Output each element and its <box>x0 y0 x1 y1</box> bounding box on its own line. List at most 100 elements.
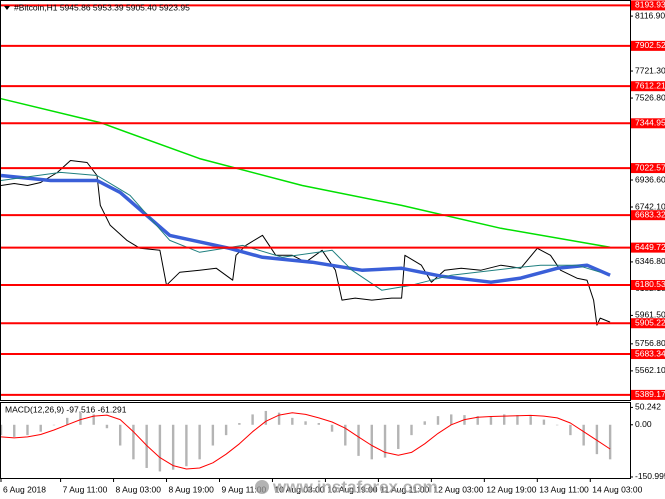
macd-bar <box>317 423 321 425</box>
level-label: 5683.34 <box>635 348 665 358</box>
level-label-box <box>631 210 665 221</box>
x-tick-label: 7 Aug 11:00 <box>63 484 108 494</box>
y-tick-label: 5756.80 <box>635 338 665 348</box>
macd-bar <box>582 424 585 446</box>
macd-bar <box>92 414 95 425</box>
x-tick-label: 10 Aug 03:00 <box>274 484 324 494</box>
macd-bar <box>516 415 519 425</box>
y-tick-label: 8116.90 <box>635 10 665 20</box>
macd-bar <box>383 424 387 458</box>
x-tick-label: 12 Aug 19:00 <box>486 484 536 494</box>
macd-bar <box>158 424 162 472</box>
macd-bar <box>542 419 546 425</box>
watermark-icon <box>255 480 269 494</box>
macd-bar <box>211 424 215 446</box>
level-label-box <box>631 318 665 329</box>
level-label-box <box>631 242 665 253</box>
macd-bar <box>52 424 56 426</box>
level-label-box <box>631 389 665 400</box>
price-frame <box>0 0 631 401</box>
macd-bar <box>330 424 334 432</box>
macd-bar <box>450 414 453 425</box>
y-tick-label: 6936.60 <box>635 174 665 184</box>
level-label-box <box>631 349 665 360</box>
macd-bar <box>436 416 440 425</box>
macd-bar <box>344 424 347 446</box>
macd-bar <box>569 424 572 436</box>
macd-bar <box>489 416 493 425</box>
macd-bar <box>608 424 612 460</box>
y-tick-label: 50.242 <box>635 402 661 412</box>
macd-bar <box>26 424 29 436</box>
macd-bar <box>185 424 188 467</box>
y-tick-label: 5961.50 <box>635 310 665 320</box>
y-tick-label: 6742.10 <box>635 201 665 211</box>
y-tick-label: 6346.80 <box>635 256 665 266</box>
chart-title: #Bitcoin,H1 5945.86 5953.39 5905.40 5923… <box>14 2 190 12</box>
watermark: www.instaforex.com <box>272 477 438 496</box>
macd-bar <box>357 424 360 456</box>
macd-bar <box>595 424 599 455</box>
macd-frame <box>0 402 631 479</box>
level-label-box <box>631 40 665 51</box>
macd-bar <box>0 424 3 436</box>
menu-arrow <box>4 6 10 10</box>
level-label: 6683.32 <box>635 209 665 219</box>
macd-bar <box>66 417 69 425</box>
macd-bar <box>264 410 268 425</box>
y-tick-label: 5562.10 <box>635 365 665 375</box>
macd-bar <box>198 424 201 460</box>
macd-bar <box>251 414 254 425</box>
level-label: 5905.22 <box>635 317 665 327</box>
level-label-box <box>631 163 665 174</box>
macd-bar <box>423 421 426 425</box>
x-tick-label: 9 Aug 11:00 <box>221 484 266 494</box>
x-tick-label: 8 Aug 19:00 <box>169 484 215 494</box>
macd-bar <box>529 416 532 425</box>
level-label: 6449.72 <box>635 242 665 252</box>
level-label: 7902.52 <box>635 40 665 50</box>
macd-bar <box>39 424 42 432</box>
price-line <box>0 173 611 284</box>
y-tick-label: 0.00 <box>635 419 652 429</box>
macd-bar <box>277 412 281 425</box>
level-label: 7022.57 <box>635 162 665 172</box>
level-label: 5389.17 <box>635 389 665 399</box>
price-line <box>0 160 611 326</box>
macd-bar <box>555 424 559 426</box>
macd-bar <box>13 424 16 437</box>
macd-bar <box>105 424 109 429</box>
macd-bar <box>238 423 241 425</box>
macd-bar <box>397 424 400 449</box>
y-tick-label: 7526.80 <box>635 92 665 102</box>
macd-title: MACD(12,26,9) -97.516 -61.291 <box>5 404 127 414</box>
x-tick-label: 14 Aug 03:00 <box>592 484 642 494</box>
macd-bar <box>304 421 307 425</box>
macd-bar <box>370 424 373 460</box>
price-line <box>0 171 601 291</box>
macd-bar <box>224 424 228 436</box>
y-tick-label: -150.995 <box>635 471 665 481</box>
level-label-box <box>631 279 665 290</box>
macd-bar <box>476 416 479 425</box>
x-tick-label: 8 Aug 03:00 <box>116 484 162 494</box>
level-label-box <box>631 81 665 92</box>
x-tick-label: 12 Aug 03:00 <box>433 484 483 494</box>
y-tick-label: 7721.30 <box>635 65 665 75</box>
macd-bar <box>79 412 82 425</box>
macd-bar <box>503 414 506 425</box>
x-tick-label: 6 Aug 2018 <box>3 484 46 494</box>
macd-bar <box>291 417 294 425</box>
x-tick-label: 10 Aug 19:00 <box>327 484 377 494</box>
level-label-box <box>631 0 665 11</box>
macd-bar <box>118 424 122 446</box>
macd-bar <box>171 424 175 470</box>
level-label: 7612.21 <box>635 80 665 90</box>
x-tick-label: 13 Aug 11:00 <box>539 484 589 494</box>
level-label: 7344.95 <box>635 118 665 128</box>
level-label-box <box>631 118 665 129</box>
